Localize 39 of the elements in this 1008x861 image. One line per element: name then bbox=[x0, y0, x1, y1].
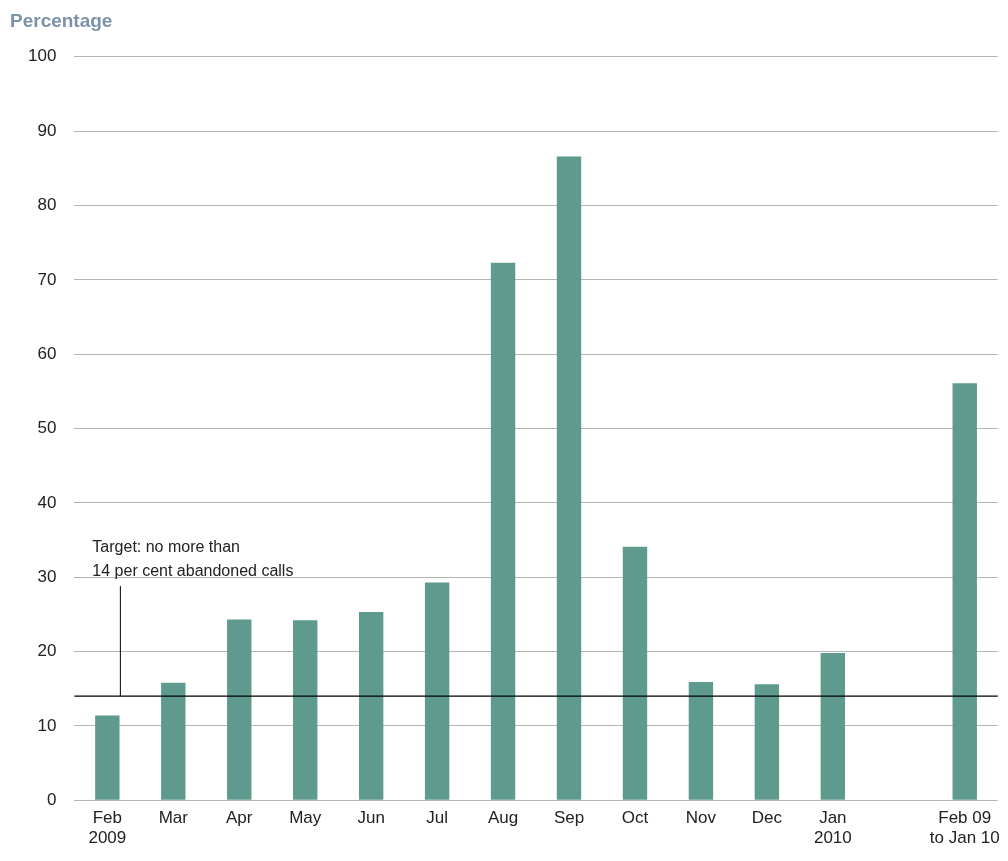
y-tick-label: 0 bbox=[46, 789, 57, 809]
y-tick-label: 30 bbox=[37, 566, 57, 586]
x-tick-label: Sep bbox=[553, 808, 585, 828]
y-tick-label: 60 bbox=[37, 343, 57, 363]
y-tick-label: 20 bbox=[37, 641, 57, 661]
x-tick-label: Jun bbox=[357, 808, 385, 828]
y-tick-label: 70 bbox=[37, 269, 57, 289]
bar bbox=[161, 682, 186, 800]
bar bbox=[754, 684, 780, 800]
bar bbox=[227, 619, 252, 800]
bar bbox=[95, 715, 120, 800]
ref-line-label: Target: no more than 14 per cent abandoned calls bbox=[92, 538, 294, 580]
bar bbox=[820, 653, 846, 800]
x-tick-label: Jul bbox=[426, 808, 448, 828]
y-tick-label: 100 bbox=[27, 46, 57, 66]
x-tick-label: Aug bbox=[487, 808, 519, 828]
y-tick-label: 10 bbox=[37, 715, 57, 735]
x-tick-label: Feb 09 to Jan 10 bbox=[929, 808, 1000, 848]
y-tick-label: 80 bbox=[37, 195, 57, 215]
x-tick-label: Apr bbox=[226, 808, 253, 828]
bar bbox=[293, 620, 318, 800]
bar bbox=[424, 582, 450, 800]
bar bbox=[622, 546, 648, 800]
x-tick-label: Jan 2010 bbox=[813, 808, 852, 848]
x-tick-label: Mar bbox=[158, 808, 189, 828]
y-axis-title: Percentage bbox=[10, 9, 113, 31]
bar bbox=[358, 612, 384, 800]
bar bbox=[490, 262, 516, 800]
bar bbox=[556, 156, 582, 800]
x-tick-label: Nov bbox=[685, 808, 717, 828]
x-tick-label: Oct bbox=[621, 808, 649, 828]
bar bbox=[952, 383, 977, 800]
y-tick-label: 40 bbox=[37, 492, 57, 512]
x-tick-label: Feb 2009 bbox=[88, 808, 127, 848]
y-tick-label: 90 bbox=[37, 120, 57, 140]
y-tick-label: 50 bbox=[37, 418, 57, 438]
x-tick-label: Dec bbox=[751, 808, 783, 828]
bar bbox=[688, 682, 714, 800]
x-tick-label: May bbox=[289, 808, 322, 828]
